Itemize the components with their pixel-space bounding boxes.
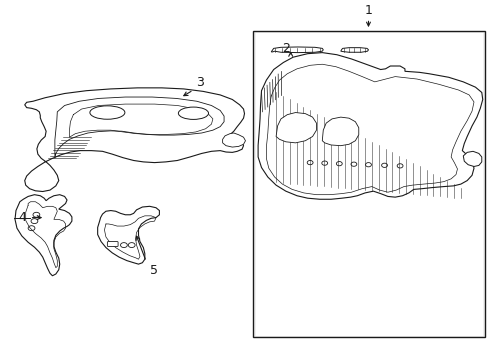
Polygon shape	[258, 53, 482, 199]
Polygon shape	[322, 117, 358, 146]
Ellipse shape	[178, 107, 208, 120]
FancyBboxPatch shape	[107, 242, 118, 247]
Text: 4: 4	[19, 211, 27, 224]
Polygon shape	[98, 206, 159, 264]
Text: 3: 3	[196, 76, 203, 89]
Polygon shape	[340, 48, 368, 52]
Polygon shape	[25, 88, 244, 192]
Polygon shape	[55, 97, 224, 158]
Polygon shape	[276, 113, 316, 143]
Text: 2: 2	[282, 42, 289, 55]
Polygon shape	[462, 151, 481, 166]
Ellipse shape	[90, 106, 124, 119]
Bar	[255, 32, 482, 336]
Polygon shape	[15, 195, 72, 276]
Text: 5: 5	[149, 264, 157, 277]
Polygon shape	[222, 133, 245, 147]
Bar	[253, 31, 484, 337]
Text: 1: 1	[364, 4, 372, 17]
Polygon shape	[271, 47, 323, 53]
